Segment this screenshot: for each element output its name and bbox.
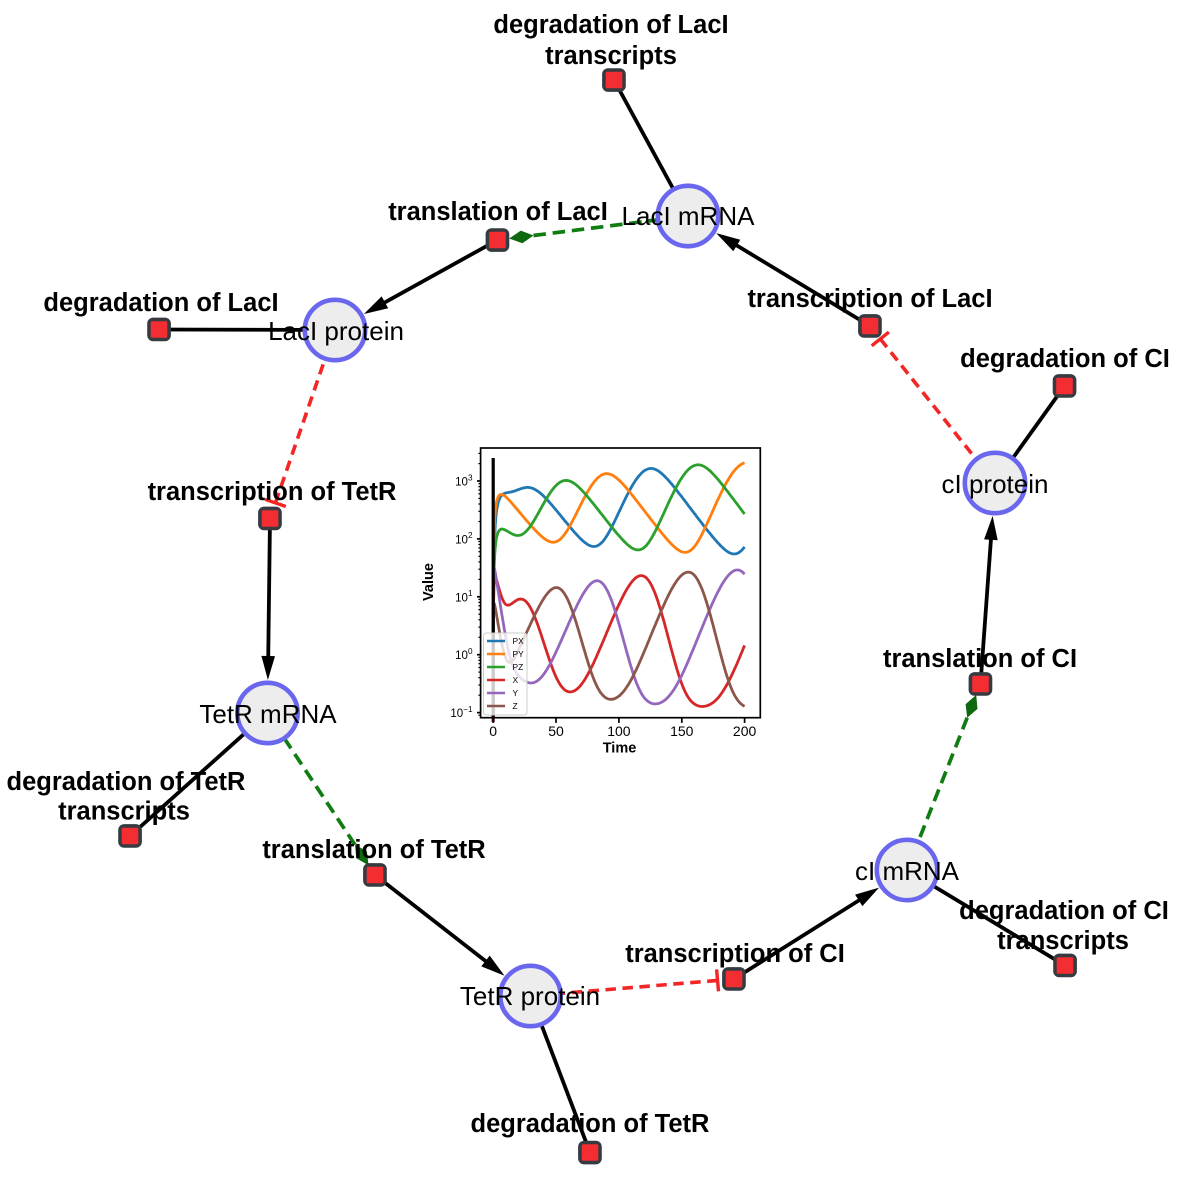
svg-text:Value: Value — [421, 563, 437, 601]
svg-text:transcripts: transcripts — [58, 798, 190, 826]
svg-text:degradation of LacI: degradation of LacI — [493, 11, 728, 39]
svg-text:cI mRNA: cI mRNA — [855, 856, 960, 886]
svg-text:transcription of TetR: transcription of TetR — [148, 478, 397, 506]
svg-text:degradation of CI: degradation of CI — [960, 345, 1170, 373]
svg-text:cI protein: cI protein — [942, 469, 1049, 499]
svg-text:LacI mRNA: LacI mRNA — [622, 201, 756, 231]
svg-text:translation of LacI: translation of LacI — [388, 198, 608, 226]
svg-text:100: 100 — [607, 723, 631, 739]
svg-text:transcripts: transcripts — [545, 42, 677, 70]
svg-text:Y: Y — [513, 688, 519, 698]
svg-text:transcription of LacI: transcription of LacI — [747, 285, 992, 313]
svg-text:X: X — [513, 675, 519, 685]
svg-text:Z: Z — [513, 701, 518, 711]
svg-text:LacI protein: LacI protein — [268, 316, 404, 346]
svg-text:150: 150 — [670, 723, 694, 739]
svg-text:PZ: PZ — [513, 662, 524, 672]
svg-text:Time: Time — [603, 741, 637, 757]
svg-text:degradation of TetR: degradation of TetR — [7, 768, 246, 796]
svg-text:50: 50 — [548, 723, 564, 739]
svg-text:0: 0 — [489, 723, 497, 739]
svg-text:TetR protein: TetR protein — [460, 981, 600, 1011]
svg-text:translation of CI: translation of CI — [883, 645, 1077, 673]
svg-text:TetR mRNA: TetR mRNA — [199, 699, 337, 729]
svg-text:200: 200 — [733, 723, 757, 739]
svg-text:degradation of CI: degradation of CI — [959, 897, 1169, 925]
svg-text:PY: PY — [513, 649, 525, 659]
svg-text:degradation of LacI: degradation of LacI — [43, 289, 278, 317]
svg-text:translation of TetR: translation of TetR — [262, 836, 485, 864]
svg-text:degradation of TetR: degradation of TetR — [471, 1110, 710, 1138]
svg-text:PX: PX — [513, 636, 525, 646]
svg-text:transcripts: transcripts — [997, 927, 1129, 955]
svg-text:transcription of CI: transcription of CI — [625, 940, 845, 968]
